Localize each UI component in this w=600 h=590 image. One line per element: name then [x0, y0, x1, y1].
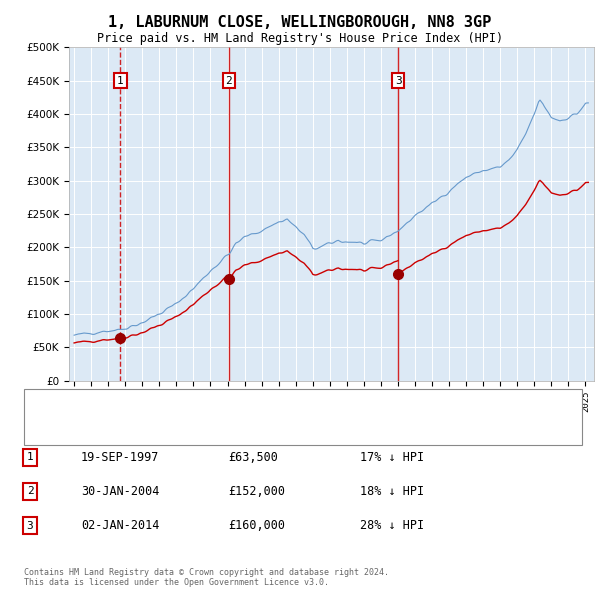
- Text: 2: 2: [226, 76, 232, 86]
- Text: £63,500: £63,500: [228, 451, 278, 464]
- Text: 17% ↓ HPI: 17% ↓ HPI: [360, 451, 424, 464]
- Text: £160,000: £160,000: [228, 519, 285, 532]
- Text: HPI: Average price, detached house, North Northamptonshire: HPI: Average price, detached house, Nort…: [66, 425, 428, 435]
- Text: 28% ↓ HPI: 28% ↓ HPI: [360, 519, 424, 532]
- Text: 3: 3: [395, 76, 401, 86]
- Text: 30-JAN-2004: 30-JAN-2004: [81, 485, 160, 498]
- Text: 18% ↓ HPI: 18% ↓ HPI: [360, 485, 424, 498]
- Text: 02-JAN-2014: 02-JAN-2014: [81, 519, 160, 532]
- Text: £152,000: £152,000: [228, 485, 285, 498]
- Text: 3: 3: [26, 521, 34, 530]
- Text: 19-SEP-1997: 19-SEP-1997: [81, 451, 160, 464]
- Text: 1: 1: [117, 76, 124, 86]
- Text: 1, LABURNUM CLOSE, WELLINGBOROUGH, NN8 3GP (detached house): 1, LABURNUM CLOSE, WELLINGBOROUGH, NN8 3…: [66, 400, 435, 410]
- Text: 1, LABURNUM CLOSE, WELLINGBOROUGH, NN8 3GP: 1, LABURNUM CLOSE, WELLINGBOROUGH, NN8 3…: [109, 15, 491, 30]
- Text: Price paid vs. HM Land Registry's House Price Index (HPI): Price paid vs. HM Land Registry's House …: [97, 32, 503, 45]
- Text: Contains HM Land Registry data © Crown copyright and database right 2024.
This d: Contains HM Land Registry data © Crown c…: [24, 568, 389, 587]
- Text: 2: 2: [26, 487, 34, 496]
- Text: 1: 1: [26, 453, 34, 462]
